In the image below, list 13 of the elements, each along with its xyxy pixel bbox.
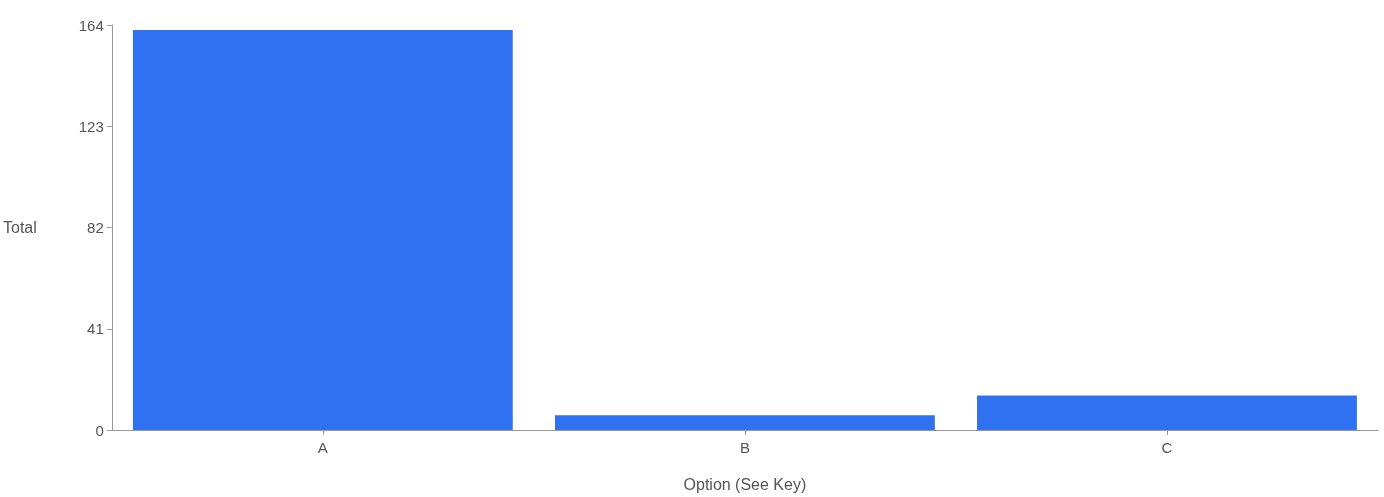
bar [554, 415, 935, 430]
x-tick-label: A [317, 439, 328, 456]
y-tick-label: 82 [87, 219, 104, 236]
x-tick-label: B [739, 439, 750, 456]
bar [977, 395, 1357, 430]
x-axis-title: Option (See Key) [683, 475, 807, 493]
x-tick-label: C [1161, 439, 1173, 456]
y-tick-label: 0 [95, 421, 104, 439]
y-tick-label: 164 [78, 16, 104, 34]
bar [132, 29, 513, 430]
y-tick-label: 123 [78, 117, 104, 135]
y-axis-title: Total [3, 219, 37, 236]
y-tick-label: 41 [87, 320, 104, 338]
